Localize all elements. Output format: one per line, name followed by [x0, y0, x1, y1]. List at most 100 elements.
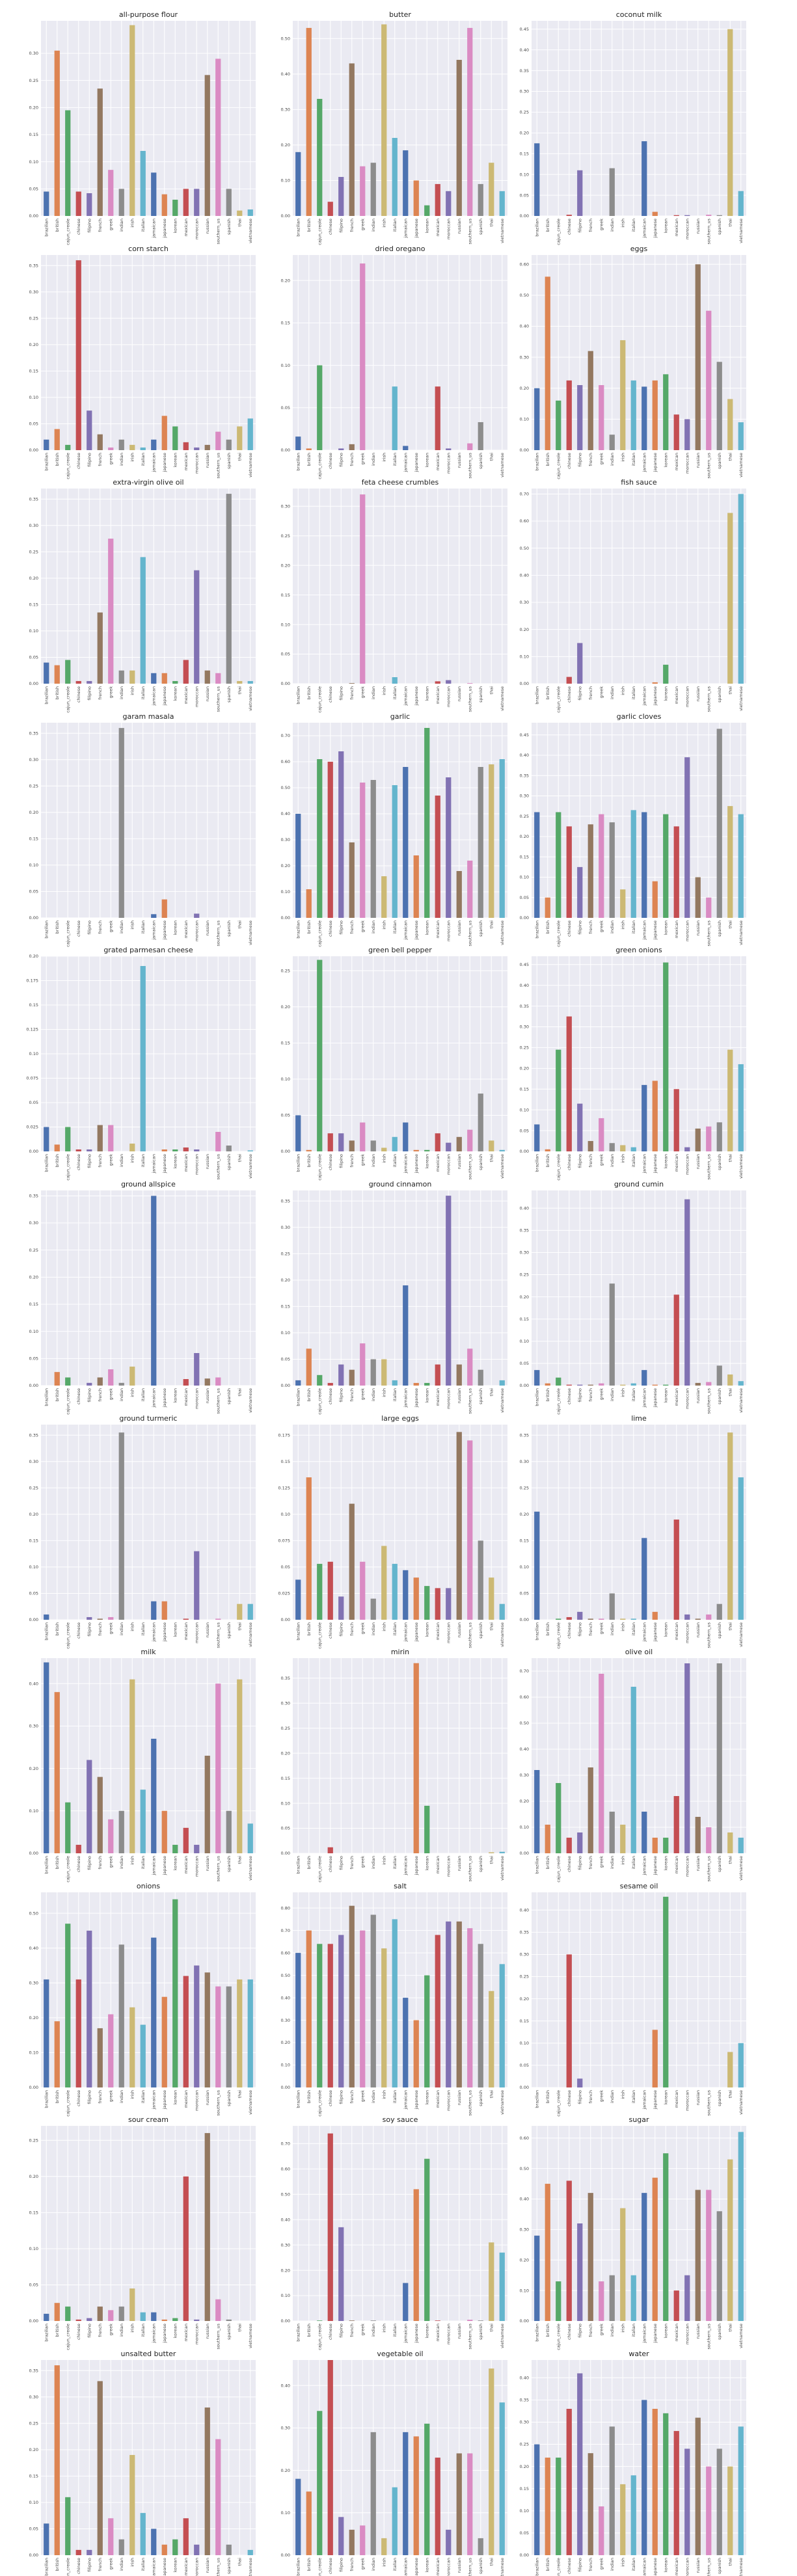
- bar-moroccan: [194, 447, 200, 450]
- bar-vietnamese: [738, 2043, 744, 2087]
- x-tick-label: irish: [381, 920, 386, 930]
- bar-japanese: [652, 211, 658, 216]
- bar-chinese: [75, 260, 81, 450]
- bar-filipino: [338, 177, 344, 216]
- x-tick-label: japanese: [162, 2090, 167, 2110]
- bar-korean: [172, 681, 178, 684]
- bar-mexican: [435, 795, 440, 918]
- bar-jamaican: [403, 446, 409, 450]
- bar-cajun_creole: [65, 110, 71, 216]
- x-tick-label: jamaican: [403, 1622, 408, 1643]
- x-tick-label: british: [55, 1856, 60, 1869]
- x-tick-label: chinese: [328, 2558, 333, 2574]
- bar-irish: [381, 24, 387, 217]
- x-tick-label: indian: [119, 219, 124, 232]
- x-tick-label: brazilian: [295, 2324, 301, 2342]
- y-tick-label: 0.35: [29, 731, 38, 736]
- x-tick-label: italian: [392, 453, 398, 466]
- bar-mexican: [673, 414, 679, 450]
- x-tick-label: filipino: [87, 1856, 92, 1870]
- bar-indian: [609, 1283, 615, 1386]
- bar-chinese: [566, 826, 572, 918]
- y-tick-label: 0.10: [281, 1330, 290, 1335]
- bar-greek: [108, 1125, 114, 1152]
- y-tick-label: 0.05: [29, 655, 38, 660]
- bar-moroccan: [684, 1614, 690, 1620]
- bar-cajun_creole: [65, 1127, 71, 1152]
- x-tick-label: southern_us: [706, 452, 711, 478]
- bar-spanish: [478, 2538, 483, 2555]
- bar-moroccan: [194, 1551, 200, 1620]
- x-tick-label: japanese: [162, 219, 167, 238]
- x-tick-label: chinese: [567, 2558, 572, 2574]
- x-tick-label: greek: [360, 1622, 365, 1634]
- bar-russian: [456, 1921, 462, 2087]
- x-tick-label: british: [55, 453, 60, 466]
- bar-chinese: [75, 681, 81, 684]
- y-tick-label: 0.10: [520, 874, 529, 879]
- bar-french: [349, 842, 355, 918]
- x-tick-label: greek: [108, 2558, 113, 2570]
- plot-area: [293, 1892, 507, 2087]
- bar-thai: [489, 1577, 494, 1620]
- chart-title: olive oil: [625, 1648, 653, 1656]
- y-tick-label: 0.20: [281, 278, 290, 283]
- bar-chart-16: ground allspice0.000.050.100.150.200.250…: [29, 1180, 256, 1415]
- y-tick-label: 0.50: [281, 36, 290, 41]
- bar-southern_us: [467, 2320, 473, 2322]
- bar-italian: [392, 1137, 398, 1152]
- x-tick-label: japanese: [414, 1856, 419, 1875]
- bar-vietnamese: [499, 1851, 505, 1854]
- x-tick-label: moroccan: [446, 2324, 451, 2344]
- y-tick-label: 0.10: [281, 2510, 290, 2516]
- bar-spanish: [226, 1986, 232, 2087]
- bar-southern_us: [215, 2439, 221, 2555]
- bar-moroccan: [446, 777, 452, 918]
- bar-chart-30: sugar0.000.100.200.300.400.500.60brazili…: [520, 2115, 746, 2350]
- bar-vietnamese: [247, 1979, 253, 2087]
- x-tick-label: korean: [663, 2324, 668, 2338]
- bar-chinese: [566, 380, 572, 450]
- bar-indian: [609, 2275, 615, 2322]
- x-tick-label: jamaican: [151, 1622, 156, 1643]
- y-tick-label: 0.025: [278, 1590, 290, 1596]
- y-tick-label: 0.25: [520, 1485, 529, 1490]
- bar-french: [97, 1777, 103, 1854]
- bar-british: [306, 1348, 312, 1386]
- bar-irish: [620, 1618, 626, 1620]
- x-tick-label: korean: [663, 1388, 668, 1402]
- x-tick-label: chinese: [76, 2558, 81, 2574]
- x-tick-label: french: [588, 2324, 593, 2337]
- bar-british: [306, 27, 312, 216]
- plot-area: [293, 956, 507, 1152]
- x-tick-label: italian: [141, 2090, 146, 2103]
- chart-title: green bell pepper: [368, 946, 432, 954]
- bar-russian: [456, 870, 462, 918]
- bar-irish: [381, 1948, 387, 2087]
- y-tick-label: 0.50: [520, 1721, 529, 1726]
- bar-japanese: [652, 380, 658, 450]
- bar-irish: [129, 1144, 135, 1152]
- x-tick-label: british: [306, 2090, 312, 2103]
- x-tick-label: spanish: [717, 219, 722, 235]
- bar-chinese: [566, 1954, 572, 2087]
- bar-italian: [392, 1919, 398, 2087]
- x-tick-label: jamaican: [403, 219, 408, 239]
- bar-japanese: [652, 1080, 658, 1152]
- plot-area: [41, 1892, 256, 2087]
- x-tick-label: brazilian: [295, 686, 301, 704]
- bar-spanish: [226, 1810, 232, 1854]
- y-tick-label: 0.25: [29, 78, 38, 83]
- x-tick-label: irish: [381, 2324, 386, 2333]
- bar-moroccan: [446, 2529, 452, 2555]
- x-tick-label: vietnamese: [738, 1856, 744, 1881]
- y-tick-label: 0.50: [29, 1911, 38, 1916]
- bar-greek: [360, 782, 366, 918]
- bar-mexican: [435, 1587, 440, 1620]
- bar-brazilian: [295, 1380, 301, 1386]
- x-tick-label: moroccan: [194, 1154, 199, 1175]
- x-tick-label: vietnamese: [738, 2558, 744, 2576]
- bar-brazilian: [534, 812, 540, 918]
- x-tick-label: jamaican: [403, 2324, 408, 2344]
- bar-chart-26: salt0.000.100.200.300.400.500.600.700.80…: [281, 1882, 507, 2117]
